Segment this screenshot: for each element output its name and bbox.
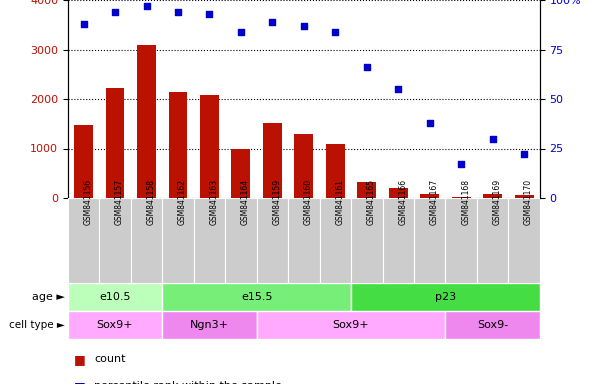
Point bbox=[236, 29, 245, 35]
Text: ■: ■ bbox=[74, 380, 86, 384]
Point bbox=[79, 21, 88, 27]
Point bbox=[268, 19, 277, 25]
Bar bbox=[288, 198, 320, 283]
Bar bbox=[162, 311, 257, 339]
Point bbox=[362, 64, 372, 70]
Point bbox=[330, 29, 340, 35]
Bar bbox=[382, 198, 414, 283]
Bar bbox=[414, 198, 445, 283]
Text: ■: ■ bbox=[74, 353, 86, 366]
Text: e10.5: e10.5 bbox=[99, 292, 131, 302]
Text: GSM841161: GSM841161 bbox=[335, 179, 345, 225]
Bar bbox=[225, 198, 257, 283]
Bar bbox=[257, 311, 445, 339]
Text: GSM841166: GSM841166 bbox=[398, 179, 407, 225]
Text: GSM841164: GSM841164 bbox=[241, 179, 250, 225]
Text: GSM841165: GSM841165 bbox=[367, 179, 376, 225]
Text: GSM841157: GSM841157 bbox=[115, 179, 124, 225]
Point bbox=[110, 9, 120, 15]
Bar bbox=[162, 283, 351, 311]
Text: count: count bbox=[94, 354, 126, 364]
Point bbox=[457, 161, 466, 167]
Point bbox=[519, 151, 529, 157]
Text: GSM841158: GSM841158 bbox=[146, 179, 156, 225]
Bar bbox=[194, 198, 225, 283]
Bar bbox=[99, 198, 131, 283]
Text: percentile rank within the sample: percentile rank within the sample bbox=[94, 381, 282, 384]
Text: GSM841167: GSM841167 bbox=[430, 179, 439, 225]
Bar bbox=[358, 182, 376, 198]
Text: age ►: age ► bbox=[32, 292, 65, 302]
Point bbox=[173, 9, 183, 15]
Bar bbox=[509, 198, 540, 283]
Bar bbox=[483, 194, 502, 198]
Bar bbox=[420, 194, 439, 198]
Bar bbox=[131, 198, 162, 283]
Text: Sox9+: Sox9+ bbox=[97, 320, 133, 330]
Bar bbox=[68, 283, 162, 311]
Bar bbox=[200, 95, 219, 198]
Bar bbox=[294, 134, 313, 198]
Text: GSM841169: GSM841169 bbox=[493, 179, 502, 225]
Bar bbox=[389, 188, 408, 198]
Bar bbox=[445, 311, 540, 339]
Text: GSM841160: GSM841160 bbox=[304, 179, 313, 225]
Bar bbox=[74, 125, 93, 198]
Bar bbox=[68, 198, 99, 283]
Text: p23: p23 bbox=[435, 292, 456, 302]
Text: GSM841168: GSM841168 bbox=[461, 179, 470, 225]
Bar bbox=[169, 91, 188, 198]
Bar bbox=[231, 149, 250, 198]
Text: e15.5: e15.5 bbox=[241, 292, 273, 302]
Bar bbox=[137, 45, 156, 198]
Point bbox=[299, 23, 309, 29]
Bar bbox=[452, 197, 471, 198]
Bar bbox=[477, 198, 509, 283]
Bar bbox=[445, 198, 477, 283]
Bar bbox=[263, 123, 282, 198]
Text: GSM841170: GSM841170 bbox=[524, 179, 533, 225]
Bar bbox=[326, 144, 345, 198]
Text: GSM841163: GSM841163 bbox=[209, 179, 218, 225]
Text: Sox9-: Sox9- bbox=[477, 320, 508, 330]
Bar bbox=[68, 311, 162, 339]
Text: GSM841159: GSM841159 bbox=[273, 179, 281, 225]
Point bbox=[205, 11, 214, 17]
Text: GSM841162: GSM841162 bbox=[178, 179, 187, 225]
Bar bbox=[514, 195, 533, 198]
Bar bbox=[320, 198, 351, 283]
Point bbox=[142, 3, 151, 9]
Text: Sox9+: Sox9+ bbox=[333, 320, 369, 330]
Bar bbox=[257, 198, 288, 283]
Text: cell type ►: cell type ► bbox=[9, 320, 65, 330]
Text: Ngn3+: Ngn3+ bbox=[190, 320, 229, 330]
Bar bbox=[351, 283, 540, 311]
Bar bbox=[106, 88, 124, 198]
Point bbox=[488, 136, 497, 142]
Point bbox=[394, 86, 403, 92]
Bar bbox=[351, 198, 382, 283]
Text: GSM841156: GSM841156 bbox=[84, 179, 93, 225]
Point bbox=[425, 120, 434, 126]
Bar bbox=[162, 198, 194, 283]
